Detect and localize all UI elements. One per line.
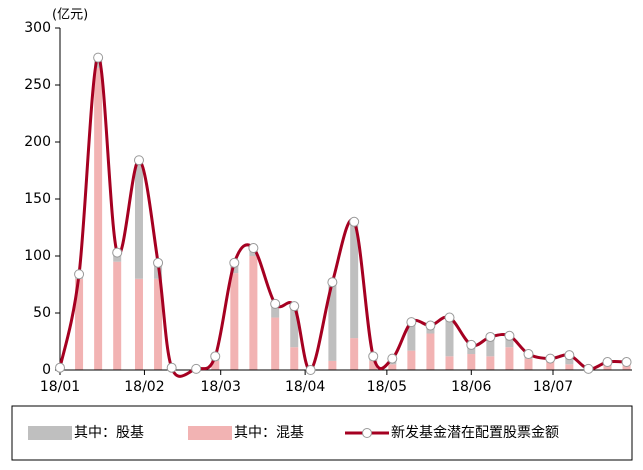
line <box>58 56 627 378</box>
bar <box>94 67 103 371</box>
line-marker <box>93 52 104 63</box>
bar <box>134 278 143 370</box>
y-tick-label: 150 <box>24 191 51 207</box>
line-marker <box>504 330 515 341</box>
line-marker <box>153 257 164 268</box>
bar <box>134 160 143 279</box>
bar <box>271 317 280 370</box>
line-marker <box>485 331 496 342</box>
line-marker <box>289 301 300 312</box>
bar <box>486 336 495 357</box>
bar <box>350 338 359 370</box>
legend-label: 其中：混基 <box>234 424 304 441</box>
line-marker <box>133 155 144 166</box>
bar <box>211 360 220 370</box>
line-marker <box>583 363 594 374</box>
x-tick-label: 18/07 <box>533 379 573 395</box>
line-marker <box>444 312 455 323</box>
line-marker <box>545 353 556 364</box>
x-tick-label: 18/02 <box>124 379 164 395</box>
line-marker <box>305 365 316 375</box>
legend-swatch <box>188 426 232 440</box>
y-tick-label: 100 <box>24 248 51 264</box>
x-tick-label: 18/05 <box>367 379 407 395</box>
line-marker <box>349 216 360 227</box>
bar <box>290 347 299 370</box>
bar <box>407 350 416 370</box>
line-marker <box>55 362 65 373</box>
y-tick-label: 250 <box>24 77 51 93</box>
bar <box>524 358 533 370</box>
x-tick-label: 18/03 <box>201 379 241 395</box>
line-marker <box>425 320 436 331</box>
legend-marker <box>362 428 372 438</box>
bar <box>113 261 122 370</box>
bar <box>505 335 514 348</box>
bar <box>271 303 280 318</box>
line-marker <box>523 349 534 360</box>
bar <box>467 354 476 370</box>
line-marker <box>229 257 240 268</box>
line-marker <box>191 363 202 374</box>
x-tick-label: 18/01 <box>40 379 80 395</box>
y-tick-label: 0 <box>42 362 51 378</box>
legend-label: 其中：股基 <box>74 424 144 441</box>
line-marker <box>466 339 477 350</box>
line-marker <box>602 357 613 368</box>
bar <box>565 364 574 370</box>
bar <box>230 273 239 370</box>
bar <box>407 322 416 351</box>
bar <box>505 347 514 370</box>
bar <box>328 360 337 370</box>
bar <box>486 356 495 370</box>
y-tick-label: 50 <box>33 305 51 321</box>
bar <box>388 364 397 370</box>
legend-swatch <box>28 426 72 440</box>
bar <box>546 360 555 370</box>
bar <box>603 365 612 370</box>
line-marker <box>564 350 575 361</box>
line-marker <box>621 357 632 368</box>
bar <box>249 256 258 370</box>
bar <box>290 306 299 348</box>
line-marker <box>387 353 398 364</box>
line-marker <box>166 362 177 373</box>
legend-label: 新发基金潜在配置股票金额 <box>391 424 559 441</box>
line-marker <box>270 298 281 309</box>
bar <box>94 57 103 68</box>
line-marker <box>406 317 417 328</box>
unit-label: (亿元) <box>52 8 88 23</box>
bar <box>622 365 631 370</box>
line-marker <box>210 351 221 362</box>
line-marker <box>112 247 123 258</box>
bar <box>154 278 163 370</box>
line-marker <box>368 351 379 362</box>
x-tick-label: 18/06 <box>451 379 491 395</box>
line-marker <box>327 277 338 288</box>
x-tick-label: 18/04 <box>285 379 325 395</box>
bar <box>426 333 435 370</box>
line-marker <box>74 269 85 280</box>
y-tick-label: 300 <box>24 20 51 36</box>
bar <box>350 221 359 339</box>
bar <box>328 282 337 361</box>
legend-box <box>11 405 633 461</box>
bar <box>445 317 454 357</box>
bar <box>75 278 84 370</box>
line-marker <box>248 243 259 254</box>
bar <box>445 356 454 370</box>
y-tick-label: 200 <box>24 134 51 150</box>
bar <box>369 360 378 370</box>
